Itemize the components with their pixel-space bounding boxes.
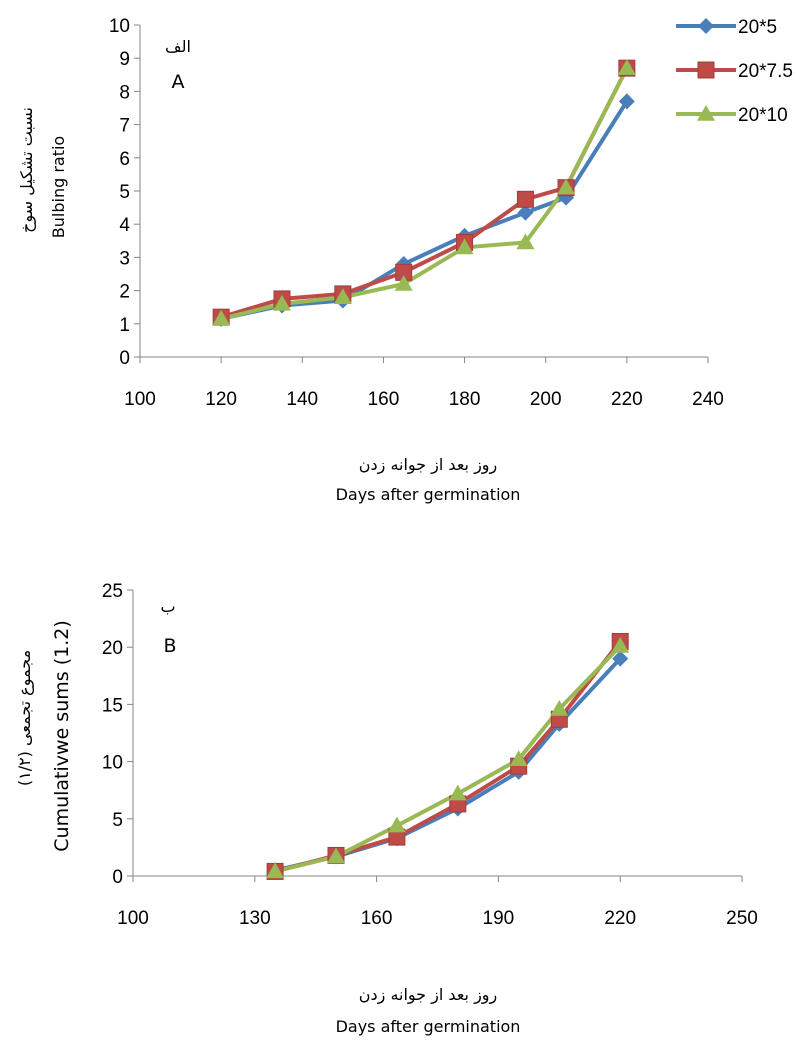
chart-a-y-tick-label: 9 [119, 49, 130, 70]
chart-b-x-tick-label: 220 [604, 908, 636, 929]
chart-a-series-3-point [394, 274, 413, 291]
chart-b-axes: 0 5 10 15 20 25 100 130 160 190 220 250 [102, 581, 758, 929]
legend-label-1: 20*5 [738, 17, 777, 38]
chart-a-series-2-point [516, 190, 534, 208]
chart-b: 0 5 10 15 20 25 100 130 160 190 220 250 ب B روز بعد… [15, 581, 758, 1036]
chart-a-series-3-point [212, 309, 231, 326]
chart-b-y-tick-label: 5 [112, 810, 123, 831]
chart-b-series-3-point [611, 637, 630, 653]
chart-a-y-tick-label: 10 [109, 16, 130, 37]
chart-b-y-tick-label: 10 [102, 753, 123, 774]
chart-b-x-tick-label: 160 [361, 908, 393, 929]
legend-marker-1 [698, 18, 714, 34]
chart-a-panel-label: A [172, 71, 185, 93]
chart-a-series-3-point [557, 178, 575, 195]
legend-label-3: 20*10 [738, 105, 788, 126]
chart-b-series-3-point [266, 862, 285, 879]
legend-label-2: 20*7.5 [738, 61, 793, 82]
chart-b-x-tick-label: 250 [726, 908, 758, 929]
chart-b-series-1-point [612, 650, 629, 667]
chart-a-series-3-point [273, 294, 291, 311]
chart-a-x-tick-label: 180 [449, 389, 481, 410]
chart-b-x-tick-label: 130 [239, 908, 271, 929]
chart-b-y-tick-label: 0 [112, 867, 123, 888]
chart-a-ylabel: Bulbing ratio [49, 136, 68, 238]
chart-b-ylabel-fa: مجموع تجمعی (۱/۲) [15, 650, 35, 786]
chart-a-legend: 20*5 20*7.5 20*10 [676, 17, 793, 126]
legend-marker-2 [697, 61, 715, 79]
chart-b-xlabel: Days after germination [336, 1017, 521, 1036]
chart-b-series-3-point [387, 816, 406, 833]
chart-b-ylabel: Cumulativwe sums (1.2) [51, 620, 73, 851]
chart-a-x-tick-label: 140 [286, 389, 318, 410]
chart-b-panel-label-fa: ب [160, 597, 175, 616]
chart-b-y-tick-label: 20 [102, 638, 123, 659]
chart-a-series-3-point [617, 59, 636, 75]
chart-a-y-tick-label: 1 [119, 315, 130, 336]
chart-b-y-tick-label: 15 [102, 695, 123, 716]
chart-a-y-tick-label: 4 [119, 215, 130, 236]
chart-a-x-tick-label: 120 [205, 389, 237, 410]
chart-b-xlabel-fa: روز بعد از جوانه زدن [359, 985, 498, 1005]
chart-a-y-tick-label: 0 [119, 348, 130, 369]
chart-b-series-3-point [509, 750, 528, 767]
chart-b-x-tick-label: 190 [483, 908, 515, 929]
chart-a-y-tick-label: 5 [119, 182, 130, 203]
chart-a-xlabel-fa: روز بعد از جوانه زدن [359, 455, 498, 475]
chart-a-series-3-point [333, 288, 352, 304]
chart-a-marks [212, 59, 636, 327]
chart-a-series-3-point [455, 238, 474, 255]
chart-a-series-1-point [618, 93, 635, 110]
chart-b-y-tick-label: 25 [102, 581, 123, 602]
chart-a-x-tick-label: 220 [611, 389, 643, 410]
chart-a-xlabel: Days after germination [336, 485, 521, 504]
chart-b-series-3-point [327, 847, 345, 864]
chart-a-series-3-point [516, 233, 535, 250]
chart-a-series-line-1 [220, 100, 629, 321]
chart-b-series-line-1 [274, 657, 622, 873]
chart-b-series-3-point [550, 699, 569, 716]
legend-marker-3 [697, 105, 715, 121]
chart-a-x-tick-label: 160 [368, 389, 400, 410]
chart-b-series-line-2 [274, 640, 622, 874]
chart-a-axes: 0 1 2 3 4 5 6 7 8 9 10 100 120 140 160 180 200 220 240 [109, 16, 724, 410]
chart-a-ylabel-fa: نسبت تشکیل سوخ [17, 107, 37, 233]
chart-b-marks [266, 632, 630, 880]
chart-a-y-tick-label: 7 [119, 116, 130, 137]
chart-b-series-3-point [448, 784, 467, 801]
chart-a-series-1-point [517, 204, 534, 221]
chart-a-panel-label-fa: الف [165, 37, 191, 56]
chart-a-x-tick-label: 200 [530, 389, 562, 410]
chart-a-y-tick-label: 8 [119, 82, 130, 103]
chart-b-series-line-3 [274, 644, 622, 874]
chart-a-y-tick-label: 3 [119, 248, 130, 269]
chart-a-y-tick-label: 2 [119, 282, 130, 303]
chart-b-panel-label: B [163, 635, 176, 657]
chart-a: 0 1 2 3 4 5 6 7 8 9 10 100 120 140 160 180 200 220 240 الف… [17, 16, 793, 504]
chart-a-x-tick-label: 240 [692, 389, 724, 410]
chart-a-y-tick-label: 6 [119, 149, 130, 170]
chart-b-x-tick-label: 100 [117, 908, 149, 929]
chart-a-x-tick-label: 100 [124, 389, 156, 410]
